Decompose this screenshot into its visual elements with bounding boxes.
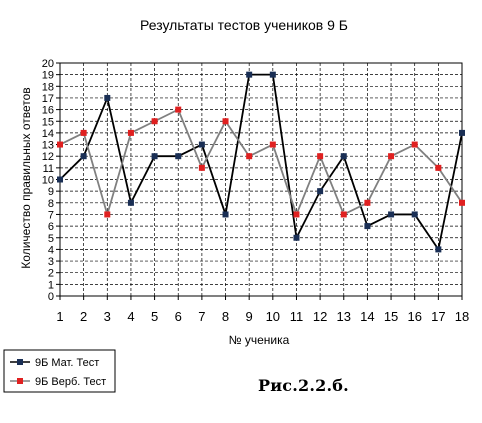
y-tick-label: 7 [48, 209, 54, 221]
data-point [57, 176, 63, 183]
data-point [340, 211, 347, 218]
data-point [435, 246, 442, 253]
data-point [151, 153, 158, 160]
data-point [198, 164, 205, 171]
x-tick-label: 1 [56, 309, 63, 324]
data-point [80, 129, 87, 136]
y-tick-label: 11 [43, 163, 54, 175]
y-tick-label: 13 [42, 140, 54, 152]
x-tick-label: 17 [431, 309, 445, 324]
data-point [435, 164, 442, 171]
data-point [104, 211, 111, 218]
data-point [104, 94, 111, 101]
series-2 [57, 106, 465, 218]
x-tick-label: 12 [313, 309, 327, 324]
y-tick-label: 10 [42, 175, 54, 187]
series-layer [57, 71, 465, 253]
x-tick-label: 4 [127, 309, 134, 324]
x-tick-label: 13 [337, 309, 351, 324]
data-point [175, 106, 182, 113]
y-tick-label: 5 [48, 233, 54, 245]
x-tick-label: 3 [104, 309, 111, 324]
y-tick-label: 12 [42, 151, 54, 163]
data-point [459, 199, 465, 206]
y-tick-label: 2 [48, 268, 54, 280]
series-line [59, 108, 463, 218]
data-point [364, 223, 371, 230]
x-tick-label: 5 [151, 309, 158, 324]
data-point [459, 129, 465, 136]
y-tick-label: 4 [48, 244, 54, 256]
x-tick-label: 9 [246, 309, 253, 324]
data-point [364, 199, 371, 206]
y-tick-label: 9 [48, 186, 54, 198]
legend-box [3, 349, 116, 393]
x-axis-label: № ученика [229, 333, 290, 347]
series-line [59, 73, 463, 252]
data-point [246, 71, 253, 78]
data-point [57, 141, 63, 148]
x-tick-label: 18 [455, 309, 469, 324]
y-tick-label: 6 [48, 221, 54, 233]
data-point [293, 234, 300, 241]
data-point [340, 153, 347, 160]
series-1 [57, 71, 465, 253]
x-tick-label: 16 [407, 309, 421, 324]
data-point [293, 211, 300, 218]
legend-marker-math [17, 359, 23, 365]
x-tick-label: 8 [222, 309, 229, 324]
data-point [222, 211, 229, 218]
legend-marker-verbal [17, 378, 23, 384]
data-point [269, 71, 276, 78]
x-tick-label: 11 [290, 309, 304, 324]
data-point [411, 211, 418, 218]
grid [60, 63, 462, 296]
y-tick-label: 20 [42, 58, 54, 70]
y-tick-label: 0 [48, 291, 54, 303]
data-point [269, 141, 276, 148]
y-axis-label: Количество правильных ответов [19, 87, 33, 268]
data-point [411, 141, 418, 148]
x-tick-label: 2 [80, 309, 87, 324]
x-tick-label: 7 [198, 309, 205, 324]
x-tick-label: 14 [360, 309, 374, 324]
legend-label-verbal: 9Б Верб. Тест [35, 376, 106, 388]
y-tick-label: 14 [42, 128, 54, 140]
x-tick-label: 15 [384, 309, 398, 324]
data-point [317, 153, 324, 160]
legend: 9Б Мат. Тест 9Б Верб. Тест [3, 349, 116, 393]
y-tick-label: 1 [48, 279, 54, 291]
data-point [80, 153, 87, 160]
y-tick-label: 3 [48, 256, 54, 268]
legend-label-math: 9Б Мат. Тест [35, 357, 99, 369]
y-tick-label: 15 [42, 116, 54, 128]
y-tick-label: 17 [42, 93, 54, 105]
data-point [388, 153, 395, 160]
figure-caption: Рис.2.2.б. [258, 376, 349, 395]
x-tick-label: 10 [266, 309, 280, 324]
y-tick-label: 8 [48, 198, 54, 210]
x-tick-label: 6 [175, 309, 182, 324]
data-point [222, 118, 229, 125]
data-point [388, 211, 395, 218]
chart-title: Результаты тестов учеников 9 Б [140, 17, 348, 33]
data-point [151, 118, 158, 125]
y-tick-label: 19 [42, 70, 54, 82]
data-point [246, 153, 253, 160]
data-point [127, 199, 134, 206]
data-point [127, 129, 134, 136]
x-axis-ticks: 1 2 3 4 5 6 7 8 9 10 11 12 13 14 15 16 17 18 [56, 296, 469, 324]
data-point [198, 141, 205, 148]
y-tick-label: 18 [42, 81, 54, 93]
data-point [175, 153, 182, 160]
data-point [317, 188, 324, 195]
y-tick-label: 16 [42, 105, 54, 117]
